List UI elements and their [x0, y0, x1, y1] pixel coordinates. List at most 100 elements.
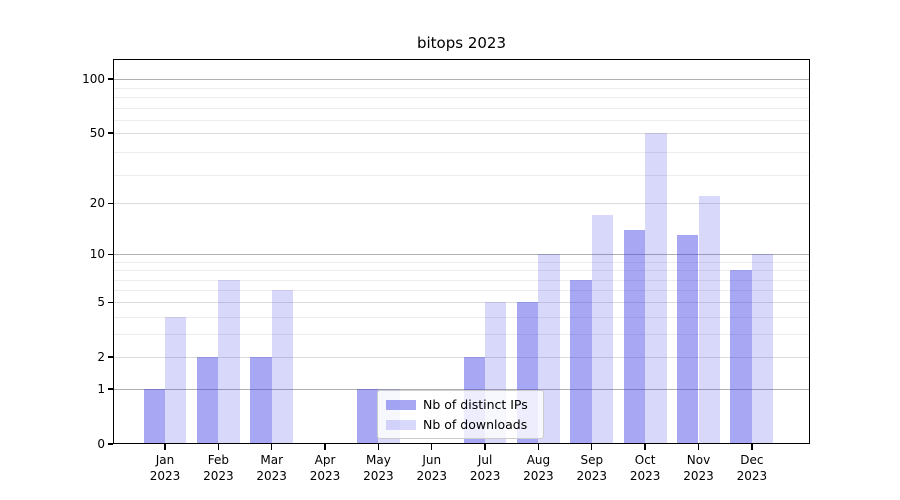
bar-downloads-mar [271, 290, 294, 444]
legend: Nb of distinct IPs Nb of downloads [377, 390, 544, 439]
plot-area [113, 59, 810, 444]
year-label: 2023 [149, 469, 181, 483]
major-gridline [113, 389, 810, 391]
major-gridline [113, 79, 810, 80]
minor-gridline [113, 120, 810, 122]
minor-gridline [113, 279, 810, 281]
chart-title: bitops 2023 [416, 34, 507, 52]
y-axis-tick-label: 20 [89, 196, 105, 211]
legend-swatch-distinct-ips [386, 399, 416, 410]
y-axis-tick [108, 388, 113, 390]
x-axis-tick-label: Aug 2023 [506, 452, 570, 484]
major-gridline [113, 302, 810, 304]
major-gridline [113, 254, 810, 256]
x-axis-tick [484, 444, 486, 450]
minor-gridline [113, 334, 810, 336]
bar-downloads-jan [165, 316, 187, 444]
minor-gridline [113, 261, 810, 263]
x-axis-tick-label: Dec 2023 [720, 452, 784, 484]
minor-gridline [113, 290, 810, 292]
y-axis-tick [108, 253, 113, 256]
y-axis-tick [108, 443, 113, 445]
year-label: 2023 [203, 469, 234, 483]
y-axis-tick-label: 1 [97, 382, 105, 397]
x-axis-tick-label: Jul 2023 [453, 452, 517, 484]
y-axis-tick [108, 202, 113, 204]
bar-downloads-nov [698, 196, 720, 444]
bar-distinct-ips-sep [570, 279, 592, 444]
bar-distinct-ips-jan [143, 389, 165, 444]
bar-distinct-ips-dec [730, 270, 752, 444]
legend-swatch-downloads [386, 419, 416, 430]
month-label: Oct [634, 453, 656, 467]
month-label: May [365, 453, 391, 467]
year-label: 2023 [363, 469, 394, 483]
bar-distinct-ips-may [357, 389, 379, 444]
bar-downloads-oct [645, 133, 667, 444]
year-label: 2023 [523, 469, 554, 483]
year-label: 2023 [683, 469, 714, 483]
y-axis-tick [108, 78, 113, 80]
year-label: 2023 [256, 469, 287, 483]
x-axis-tick-label: Nov 2023 [667, 452, 731, 484]
minor-gridline [113, 316, 810, 318]
x-axis-tick-label: May 2023 [346, 452, 410, 484]
x-axis-tick-label: Mar 2023 [240, 452, 304, 484]
y-axis-tick-label: 50 [89, 126, 105, 141]
legend-row: Nb of downloads [386, 416, 535, 433]
x-axis-tick [377, 444, 380, 450]
x-axis-tick [431, 444, 433, 450]
year-label: 2023 [309, 469, 341, 483]
x-axis-tick-label: Sep 2023 [560, 452, 624, 484]
x-axis-tick [697, 444, 700, 450]
minor-gridline [113, 97, 810, 99]
legend-label-downloads: Nb of downloads [423, 417, 528, 432]
legend-row: Nb of distinct IPs [386, 396, 535, 413]
y-axis-tick [108, 132, 113, 134]
x-axis-tick [217, 444, 220, 450]
bar-downloads-dec [751, 254, 774, 444]
x-axis-tick [324, 444, 326, 450]
month-label: Mar [260, 453, 283, 467]
major-gridline [113, 133, 810, 135]
x-axis-tick [537, 444, 540, 450]
month-label: Apr [314, 453, 336, 467]
month-label: Jun [422, 453, 442, 467]
month-label: Nov [686, 453, 711, 467]
x-axis-tick [644, 444, 646, 450]
x-axis-tick-label: Jan 2023 [133, 452, 197, 484]
month-label: Dec [740, 453, 764, 467]
bar-downloads-sep [591, 215, 614, 444]
y-axis-tick-label: 10 [89, 247, 105, 262]
year-label: 2023 [736, 469, 768, 483]
minor-gridline [113, 175, 810, 176]
minor-gridline [113, 88, 810, 90]
month-label: Jul [477, 453, 493, 467]
year-label: 2023 [576, 469, 608, 483]
legend-label-distinct-ips: Nb of distinct IPs [423, 397, 528, 412]
bar-downloads-feb [218, 279, 240, 444]
year-label: 2023 [469, 469, 501, 483]
bar-distinct-ips-nov [677, 235, 699, 444]
y-axis-tick [108, 356, 113, 358]
y-axis-tick-label: 5 [97, 295, 105, 310]
x-axis-tick-label: Apr 2023 [293, 452, 357, 484]
year-label: 2023 [416, 469, 448, 483]
month-label: Aug [526, 453, 551, 467]
bar-distinct-ips-mar [250, 357, 272, 444]
major-gridline [113, 203, 810, 205]
y-axis-tick-label: 2 [97, 350, 105, 365]
minor-gridline [113, 107, 810, 109]
month-label: Feb [207, 453, 229, 467]
x-axis-tick-label: Oct 2023 [613, 452, 677, 484]
y-axis-tick-label: 0 [97, 437, 105, 451]
x-axis-tick-label: Jun 2023 [400, 452, 464, 484]
year-label: 2023 [629, 469, 661, 483]
minor-gridline [113, 152, 810, 154]
month-label: Jan [155, 453, 175, 467]
x-axis-tick [591, 444, 593, 450]
month-label: Sep [580, 453, 604, 467]
bar-distinct-ips-feb [196, 357, 219, 444]
y-axis-tick-label: 100 [82, 72, 105, 86]
